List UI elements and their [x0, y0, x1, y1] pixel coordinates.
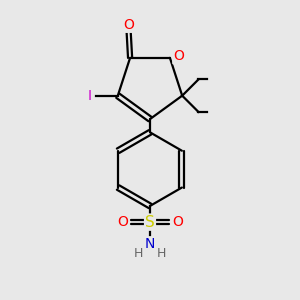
Text: O: O [172, 215, 183, 229]
Text: O: O [123, 18, 134, 32]
Text: H: H [157, 247, 166, 260]
Text: H: H [134, 247, 143, 260]
Text: I: I [87, 89, 91, 103]
Text: O: O [173, 50, 184, 63]
Text: S: S [145, 214, 155, 230]
Text: O: O [117, 215, 128, 229]
Text: N: N [145, 237, 155, 251]
